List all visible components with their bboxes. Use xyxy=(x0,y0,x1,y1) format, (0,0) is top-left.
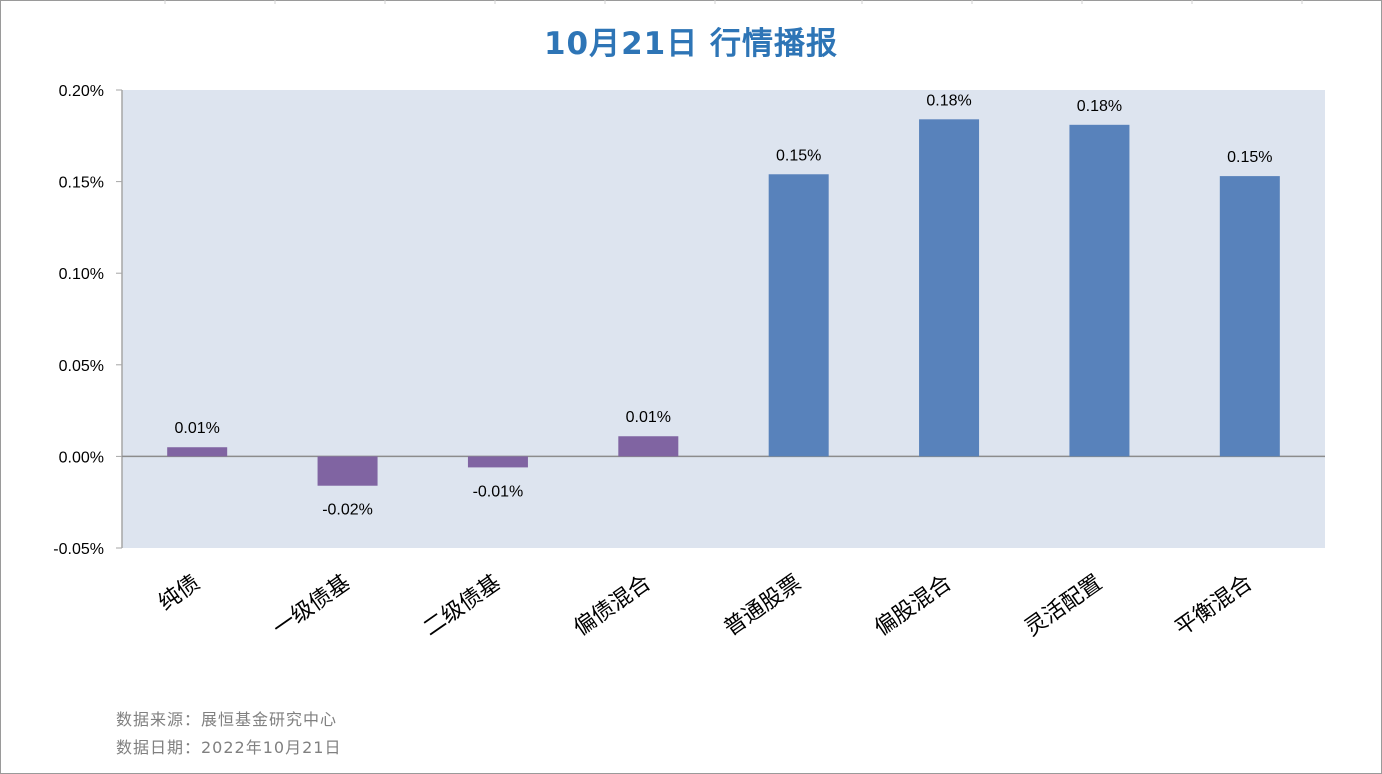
category-label: 偏债混合 xyxy=(569,570,655,641)
category-label: 纯债 xyxy=(154,570,204,616)
bar xyxy=(618,436,679,457)
category-label: 二级债基 xyxy=(419,570,505,641)
category-label: 一级债基 xyxy=(269,570,355,641)
y-tick-label: 0.05% xyxy=(59,358,104,375)
y-tick-label: 0.20% xyxy=(59,83,104,100)
bar xyxy=(1069,124,1130,457)
y-tick-label: 0.15% xyxy=(59,175,104,192)
y-tick-label: -0.05% xyxy=(53,541,104,558)
data-label: 0.15% xyxy=(1227,149,1272,166)
plot-area xyxy=(122,90,1325,548)
data-label: 0.18% xyxy=(926,92,971,109)
data-label: -0.01% xyxy=(473,483,524,500)
bar xyxy=(1219,176,1280,457)
y-tick-label: 0.10% xyxy=(59,266,104,283)
data-label: -0.02% xyxy=(322,502,373,519)
category-label: 偏股混合 xyxy=(870,570,956,641)
category-label: 灵活配置 xyxy=(1020,570,1106,641)
y-tick-label: 0.00% xyxy=(59,449,104,466)
chart-title: 10月21日 行情播报 xyxy=(543,26,839,62)
data-label: 0.15% xyxy=(776,147,821,164)
category-label: 平衡混合 xyxy=(1171,570,1257,641)
data-label: 0.01% xyxy=(175,420,220,437)
data-label: 0.01% xyxy=(626,409,671,426)
data-source-note: 数据来源：展恒基金研究中心 xyxy=(116,710,338,729)
bar xyxy=(919,119,980,457)
category-label: 普通股票 xyxy=(720,570,806,641)
bar xyxy=(317,456,378,486)
data-date-note: 数据日期：2022年10月21日 xyxy=(116,738,342,757)
bar xyxy=(768,174,829,457)
bar xyxy=(467,456,528,468)
bar xyxy=(167,447,228,457)
data-label: 0.18% xyxy=(1077,98,1122,115)
